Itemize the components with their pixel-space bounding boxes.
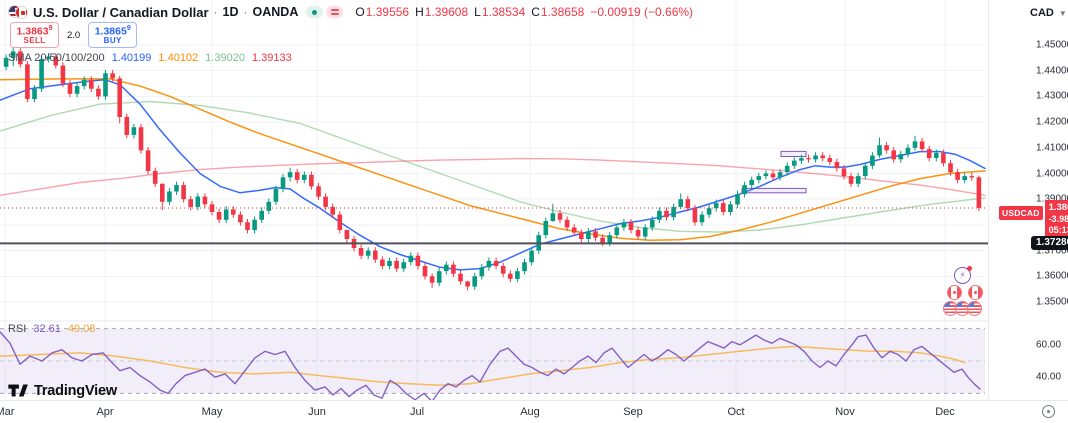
price-axis-label: 1.40000 bbox=[1036, 168, 1068, 179]
price-axis-label: 1.42000 bbox=[1036, 116, 1068, 128]
tradingview-mark-icon bbox=[8, 384, 28, 397]
separator: · bbox=[213, 5, 218, 19]
rsi-value: 32.61 bbox=[33, 323, 61, 335]
symbol-header[interactable]: U.S. Dollar / Canadian Dollar · 1D · OAN… bbox=[8, 3, 693, 21]
chevron-down-icon: ▼ bbox=[1058, 8, 1067, 18]
last-price-box: 1.38658 -3.98% 05:13:35 bbox=[1044, 200, 1068, 240]
flash-event-icon[interactable]: ⚡ bbox=[954, 266, 972, 284]
bar-countdown: 05:13:35 bbox=[1048, 225, 1068, 236]
price-axis-label: 1.36000 bbox=[1036, 270, 1068, 282]
us-event-icon[interactable] bbox=[943, 301, 958, 316]
price-axis-label: 1.45000 bbox=[1036, 39, 1068, 51]
tradingview-logo[interactable]: TradingView bbox=[8, 382, 117, 399]
high-value: 1.39608 bbox=[424, 5, 469, 19]
time-axis-label: Oct bbox=[727, 406, 745, 418]
sma50-value: 1.40102 bbox=[158, 52, 199, 64]
currency-label: CAD bbox=[1030, 7, 1054, 19]
sma50-line bbox=[0, 78, 986, 242]
separator: · bbox=[243, 5, 248, 19]
price-axis-label: 1.43000 bbox=[1036, 90, 1068, 102]
change-value: −0.00919 (−0.66%) bbox=[590, 5, 694, 19]
exchange-label: OANDA bbox=[252, 5, 299, 19]
buy-button[interactable]: 1.38659 BUY bbox=[88, 22, 138, 48]
market-status-icon bbox=[306, 6, 324, 18]
sma-label: SMA 20/50/100/200 bbox=[8, 52, 105, 64]
time-axis-label: Sep bbox=[623, 406, 643, 418]
time-axis-label: Nov bbox=[835, 406, 855, 418]
interval-label: 1D bbox=[222, 5, 239, 19]
candles bbox=[3, 46, 982, 291]
last-price-axis-label: USDCAD 1.38658 -3.98% 05:13:35 bbox=[999, 200, 1068, 240]
horizontal-line-price-label: 1.37280 bbox=[1031, 236, 1068, 251]
time-axis-label: Aug bbox=[520, 406, 540, 418]
last-price: 1.38658 bbox=[1048, 202, 1068, 213]
sma20-value: 1.40199 bbox=[111, 52, 152, 64]
sma200-line bbox=[0, 157, 986, 197]
rsi-line bbox=[0, 331, 981, 400]
canada-event-icon[interactable] bbox=[947, 285, 962, 300]
time-axis-label: May bbox=[201, 406, 223, 418]
rsi-ma-value: 49.08 bbox=[67, 323, 96, 335]
close-value: 1.38658 bbox=[540, 5, 585, 19]
event-markers: ⚡ bbox=[941, 266, 991, 316]
time-axis-label: Jul bbox=[409, 406, 425, 418]
usdcad-pair-flag-icon bbox=[8, 5, 28, 19]
spread-value: 2.0 bbox=[67, 29, 81, 41]
currency-selector[interactable]: CAD ▼ bbox=[1030, 7, 1067, 19]
us-event-icon[interactable] bbox=[967, 301, 982, 316]
price-axis-label: 1.44000 bbox=[1036, 65, 1068, 77]
symbol-badge: USDCAD bbox=[999, 206, 1043, 220]
ohlc-values: O 1.39556 H 1.39608 L 1.38534 C 1.38658 −0.0… bbox=[355, 5, 694, 19]
rsi-indicator-legend[interactable]: RSI 32.61 49.08 bbox=[8, 323, 95, 335]
price-axis[interactable] bbox=[988, 0, 1068, 400]
sma200-value: 1.39133 bbox=[251, 52, 292, 64]
rsi-axis-label: 40.00 bbox=[1036, 371, 1062, 383]
rsi-axis-label: 60.00 bbox=[1036, 339, 1062, 351]
time-axis[interactable]: Mar Apr May Jun Jul Aug Sep Oct Nov Dec bbox=[0, 400, 1068, 423]
time-axis-label: Mar bbox=[0, 406, 15, 418]
price-axis-label: 1.35000 bbox=[1036, 296, 1068, 308]
price-axis-label: 1.39000 bbox=[1036, 194, 1068, 205]
price-axis-label: 1.41000 bbox=[1036, 142, 1068, 154]
timezone-clock-icon[interactable] bbox=[1042, 405, 1055, 418]
time-axis-label: Dec bbox=[935, 406, 955, 418]
sma100-value: 1.39020 bbox=[205, 52, 245, 64]
time-axis-label: Jun bbox=[308, 406, 326, 418]
open-value: 1.39556 bbox=[365, 5, 410, 19]
sell-button[interactable]: 1.38639 SELL bbox=[10, 22, 59, 48]
symbol-title: U.S. Dollar / Canadian Dollar bbox=[33, 4, 209, 20]
time-axis-label: Apr bbox=[96, 406, 114, 418]
last-price-change: -3.98% bbox=[1048, 213, 1068, 224]
main-chart-canvas[interactable] bbox=[0, 0, 988, 400]
rsi-label: RSI bbox=[8, 323, 27, 335]
drawing-rectangle bbox=[741, 187, 807, 194]
low-value: 1.38534 bbox=[481, 5, 526, 19]
sma100-line bbox=[0, 100, 986, 233]
oanda-broker-icon bbox=[326, 6, 344, 18]
canada-event-icon[interactable] bbox=[968, 285, 983, 300]
drawing-rectangle bbox=[780, 150, 807, 157]
sma-indicator-legend[interactable]: SMA 20/50/100/200 1.40199 1.40102 1.3902… bbox=[8, 52, 292, 64]
order-panel: 1.38639 SELL 2.0 1.38659 BUY bbox=[10, 22, 138, 48]
price-axis-label: 1.37000 bbox=[1036, 245, 1068, 257]
tradingview-wordmark: TradingView bbox=[34, 382, 117, 399]
